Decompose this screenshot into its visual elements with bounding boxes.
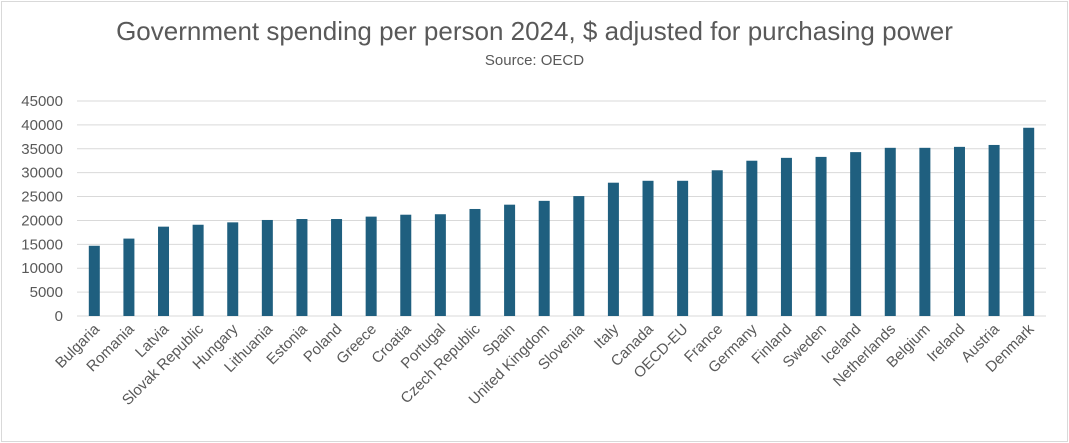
bar-france: [711, 170, 723, 316]
bar-iceland: [850, 152, 862, 316]
bar-czech-republic: [469, 208, 481, 316]
bar-canada: [642, 180, 654, 316]
bar-latvia: [158, 226, 170, 316]
y-tick-label: 10000: [21, 260, 63, 277]
y-tick-label: 15000: [21, 236, 63, 253]
y-tick-label: 20000: [21, 212, 63, 229]
bar-italy: [607, 182, 619, 316]
gridlines: [77, 100, 1046, 317]
bar-slovak-republic: [192, 224, 204, 316]
bar-austria: [988, 144, 1000, 316]
y-tick-label: 30000: [21, 165, 63, 182]
y-tick-label: 0: [55, 308, 63, 325]
y-tick-label: 45000: [21, 93, 63, 110]
bar-united-kingdom: [538, 200, 550, 316]
bar-bulgaria: [88, 245, 100, 316]
bar-greece: [365, 216, 377, 316]
bars: [88, 127, 1035, 316]
bar-lithuania: [261, 219, 273, 316]
bar-oecd-eu: [677, 180, 689, 316]
bar-hungary: [227, 222, 239, 316]
y-tick-label: 35000: [21, 141, 63, 158]
bar-croatia: [400, 214, 412, 316]
bar-belgium: [919, 147, 931, 316]
y-tick-label: 5000: [30, 284, 63, 301]
chart-subtitle: Source: OECD: [484, 52, 585, 69]
y-tick-label: 40000: [21, 117, 63, 134]
bar-slovenia: [573, 196, 585, 316]
bar-poland: [331, 219, 343, 316]
bar-spain: [504, 204, 516, 316]
chart-title: Government spending per person 2024, $ a…: [116, 16, 953, 46]
bar-sweden: [815, 156, 827, 316]
y-axis: 0 5000 10000 15000 20000 25000 30000 35000 40000…: [21, 93, 63, 325]
bar-germany: [746, 160, 758, 316]
bar-romania: [123, 238, 135, 316]
bar-netherlands: [884, 147, 896, 316]
bar-finland: [780, 157, 792, 316]
bar-denmark: [1023, 127, 1035, 316]
bar-ireland: [953, 146, 965, 316]
bar-portugal: [434, 214, 446, 316]
y-tick-label: 25000: [21, 189, 63, 206]
bar-estonia: [296, 219, 308, 316]
